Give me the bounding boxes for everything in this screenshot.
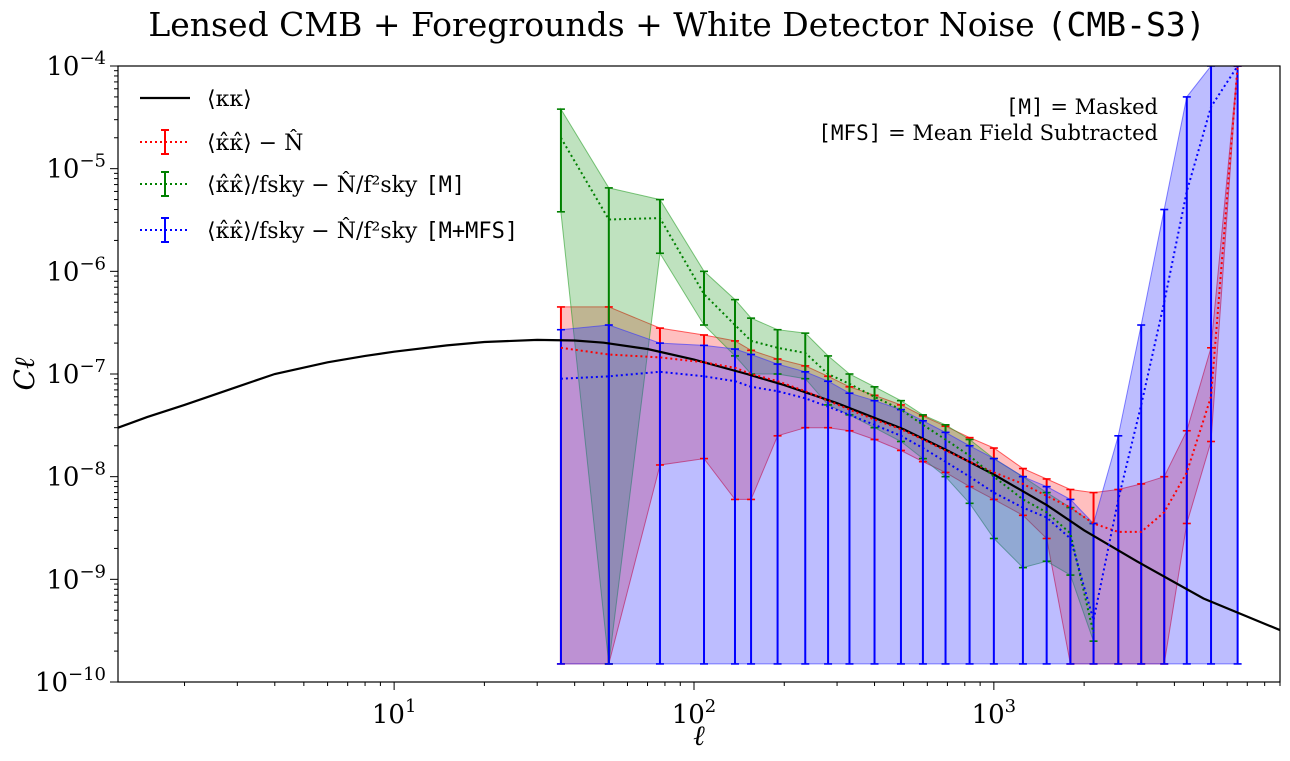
y-tick-label: 10−5 — [46, 151, 106, 185]
plot-area — [118, 66, 1280, 665]
x-axis-label: ℓ — [693, 719, 705, 752]
legend-swatch-green — [140, 171, 190, 197]
y-tick-mantissa: 10 — [46, 257, 79, 287]
y-tick-exponent: −8 — [79, 459, 106, 480]
y-tick-mantissa: 10 — [35, 668, 68, 698]
band-red — [560, 66, 1239, 665]
legend-label-theory: ⟨κκ⟩ — [207, 87, 252, 112]
y-tick-label: 10−9 — [46, 561, 106, 595]
series-line-green — [560, 137, 1095, 634]
y-tick-mantissa: 10 — [46, 52, 79, 82]
legend-label-blue: ⟨κ̂κ̂⟩/fsky − N̂/f²sky [M+MFS] — [207, 218, 518, 244]
y-tick-label: 10−10 — [35, 664, 106, 698]
y-tick-mantissa: 10 — [46, 360, 79, 390]
y-tick-label: 10−7 — [46, 356, 106, 390]
x-tick-mantissa: 10 — [972, 700, 1005, 730]
error-bars — [556, 66, 1242, 665]
y-tick-mantissa: 10 — [46, 565, 79, 595]
y-tick-exponent: −4 — [79, 48, 106, 69]
y-axis-label: Cℓ — [8, 357, 41, 390]
x-tick-label: 102 — [672, 696, 717, 730]
annotation-mfs: [MFS] = Mean Field Subtracted — [818, 121, 1158, 145]
chart-title: Lensed CMB + Foregrounds + White Detecto… — [148, 5, 1205, 44]
y-tick-mantissa: 10 — [46, 463, 79, 493]
series-lines — [118, 66, 1280, 634]
y-tick-exponent: −9 — [79, 561, 106, 582]
x-tick-label: 101 — [372, 696, 417, 730]
y-tick-exponent: −7 — [79, 356, 106, 377]
x-axis-ticks: 101 102 103 — [184, 682, 1281, 730]
x-tick-exponent: 1 — [405, 696, 416, 717]
annotation-box: [M] = Masked [MFS] = Mean Field Subtract… — [818, 95, 1158, 145]
annotation-masked: [M] = Masked — [1006, 95, 1158, 119]
y-tick-label: 10−6 — [46, 253, 106, 287]
legend-swatch-blue — [140, 217, 190, 243]
y-tick-exponent: −6 — [79, 253, 106, 274]
legend: ⟨κκ⟩ ⟨κ̂κ̂⟩ − N̂ ⟨κ̂κ̂⟩/fsky − N̂/f²sky[… — [140, 87, 518, 244]
theory-line — [118, 338, 1280, 632]
x-tick-label: 103 — [972, 696, 1017, 730]
y-tick-exponent: −10 — [68, 664, 106, 685]
legend-label-green: ⟨κ̂κ̂⟩/fsky − N̂/f²sky [M] — [207, 172, 465, 198]
x-tick-mantissa: 10 — [672, 700, 705, 730]
legend-label-red: ⟨κ̂κ̂⟩ − N̂ — [207, 130, 303, 156]
y-tick-label: 10−8 — [46, 459, 106, 493]
y-tick-label: 10−4 — [46, 48, 106, 82]
x-tick-exponent: 3 — [1005, 696, 1016, 717]
x-tick-exponent: 2 — [705, 696, 716, 717]
x-tick-mantissa: 10 — [372, 700, 405, 730]
y-tick-mantissa: 10 — [46, 155, 79, 185]
y-tick-exponent: −5 — [79, 151, 106, 172]
legend-swatch-red — [140, 129, 190, 155]
